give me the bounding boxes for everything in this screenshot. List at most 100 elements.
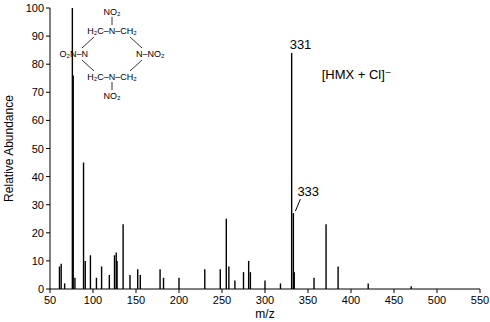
annotation: 331: [290, 37, 312, 52]
peak: [248, 261, 249, 289]
x-tick: [265, 289, 266, 293]
peak: [116, 252, 117, 289]
x-tick: [437, 289, 438, 293]
x-tick-label: 350: [299, 294, 317, 306]
peak: [109, 275, 110, 289]
y-tick: [46, 36, 50, 37]
peak: [291, 53, 292, 289]
peak: [116, 261, 117, 289]
y-tick-label: 70: [32, 86, 44, 98]
y-tick: [46, 289, 50, 290]
structure-label: N–NO₂: [136, 49, 165, 59]
x-tick-label: 500: [428, 294, 446, 306]
x-tick: [394, 289, 395, 293]
structure-label: O₂N–N: [60, 49, 89, 59]
y-tick-label: 80: [32, 58, 44, 70]
x-tick: [222, 289, 223, 293]
structure: NO₂ H₂C–N–CH₂ O₂N–N N–NO₂ H₂C–N–CH₂ NO₂: [60, 7, 166, 101]
peak: [294, 272, 295, 289]
bond: [82, 60, 94, 71]
peak: [280, 283, 281, 289]
peak: [264, 281, 265, 289]
peak: [411, 286, 412, 289]
bond: [112, 82, 113, 90]
y-tick: [46, 260, 50, 261]
peak: [226, 219, 227, 289]
peak: [313, 278, 314, 289]
y-tick-label: 20: [32, 227, 44, 239]
annotation: 333: [297, 184, 319, 199]
peak: [368, 283, 369, 289]
x-tick-label: 550: [471, 294, 489, 306]
peak: [137, 269, 138, 289]
peak: [250, 272, 251, 289]
peaks: [59, 8, 411, 289]
x-tick-label: 150: [127, 294, 145, 306]
x-tick-label: 100: [84, 294, 102, 306]
x-tick: [480, 289, 481, 293]
y-tick: [46, 176, 50, 177]
y-tick: [46, 232, 50, 233]
y-tick: [46, 148, 50, 149]
bond: [82, 37, 94, 48]
annotation-leader: [295, 199, 300, 211]
peak: [178, 278, 179, 289]
annotation: [HMX + Cl]⁻: [322, 67, 392, 82]
structure-label: H₂C–N–CH₂: [87, 72, 137, 82]
peak: [243, 272, 244, 289]
y-tick: [46, 64, 50, 65]
bond: [130, 37, 142, 48]
x-tick: [93, 289, 94, 293]
peak: [220, 269, 221, 289]
structure-label: H₂C–N–CH₂: [87, 26, 137, 36]
peak: [204, 269, 205, 289]
peak: [228, 267, 229, 289]
x-tick: [351, 289, 352, 293]
peak: [73, 75, 74, 289]
y-tick-label: 60: [32, 114, 44, 126]
peak: [60, 264, 61, 289]
peak: [101, 267, 102, 289]
x-axis-title: m/z: [255, 307, 274, 321]
peak: [85, 261, 86, 289]
x-tick-label: 400: [342, 294, 360, 306]
x-tick: [136, 289, 137, 293]
y-tick-label: 40: [32, 171, 44, 183]
peak: [234, 281, 235, 289]
peak: [293, 213, 294, 289]
bond: [112, 17, 113, 25]
structure-label: NO₂: [104, 91, 122, 101]
x-tick-label: 450: [385, 294, 403, 306]
peak: [129, 275, 130, 289]
peak: [325, 224, 326, 289]
x-tick: [308, 289, 309, 293]
x-tick-label: 250: [213, 294, 231, 306]
y-tick-label: 100: [26, 2, 44, 14]
bond: [130, 60, 142, 71]
x-tick: [50, 289, 51, 293]
peak: [83, 163, 84, 289]
peak: [74, 278, 75, 289]
y-tick: [46, 204, 50, 205]
peak: [140, 275, 141, 289]
peak: [337, 267, 338, 289]
peak: [59, 267, 60, 289]
peak: [122, 224, 123, 289]
peak: [96, 278, 97, 289]
x-tick-label: 300: [256, 294, 274, 306]
y-tick-label: 90: [32, 30, 44, 42]
peak: [90, 255, 91, 289]
y-tick: [46, 92, 50, 93]
y-tick-label: 30: [32, 199, 44, 211]
y-tick-label: 50: [32, 143, 44, 155]
chart: 0102030405060708090100501001502002503003…: [0, 0, 490, 322]
x-tick: [179, 289, 180, 293]
x-tick-label: 50: [44, 294, 56, 306]
y-axis-title: Relative Abundance: [2, 95, 16, 202]
peak: [114, 255, 115, 289]
peak: [64, 283, 65, 289]
peak: [159, 269, 160, 289]
peak: [163, 278, 164, 289]
structure-label: NO₂: [104, 7, 122, 17]
y-tick-label: 10: [32, 255, 44, 267]
